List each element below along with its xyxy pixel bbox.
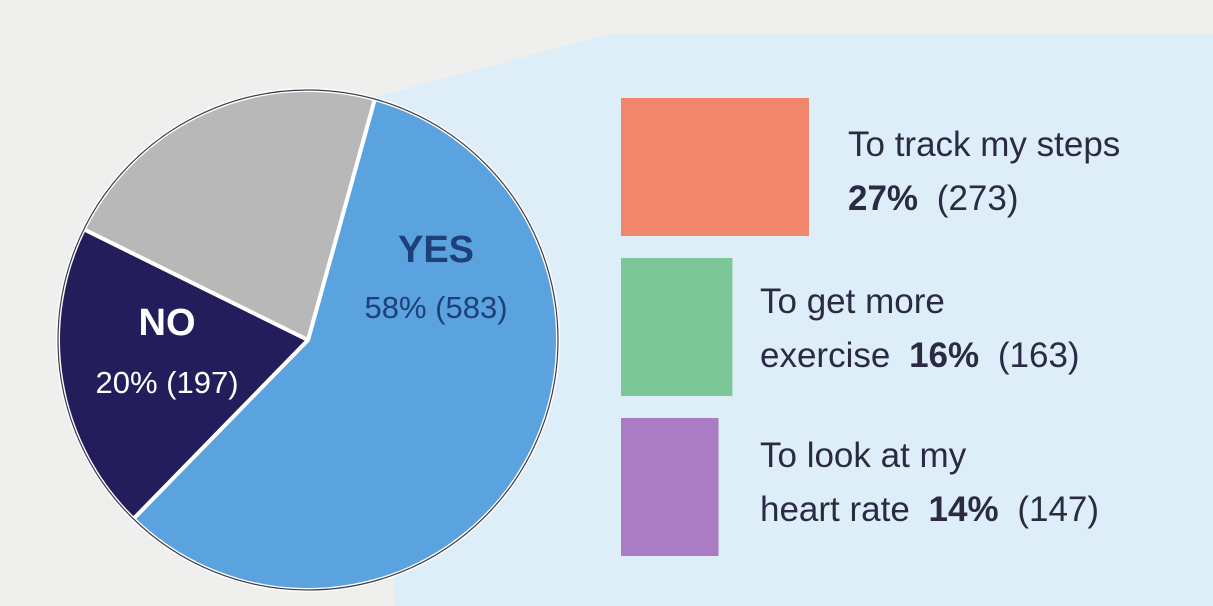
yes-label: YES bbox=[398, 229, 474, 271]
bar-label-heart-line1: To look at my bbox=[760, 436, 967, 475]
bar-label-steps: To track my steps 27% (273) bbox=[848, 125, 1130, 218]
bar-more-exercise bbox=[621, 258, 733, 396]
bar-heart-rate bbox=[621, 418, 719, 556]
bar-label-exercise: To get more exercise 16% (163) bbox=[760, 282, 1080, 375]
bar-track-steps bbox=[621, 98, 809, 236]
bar-label-exercise-pct: 16% bbox=[909, 336, 979, 375]
bar-label-heart: To look at my heart rate 14% (147) bbox=[760, 436, 1099, 529]
bar-label-heart-pct: 14% bbox=[929, 490, 999, 529]
yes-value: 58% (583) bbox=[364, 290, 507, 325]
bar-label-exercise-count: (163) bbox=[998, 336, 1080, 375]
bar-label-heart-count: (147) bbox=[1017, 490, 1099, 529]
bar-label-exercise-line2: exercise bbox=[760, 336, 890, 375]
bar-label-steps-pct: 27% bbox=[848, 179, 918, 218]
bar-chart bbox=[621, 98, 809, 556]
no-label: NO bbox=[139, 302, 196, 344]
bar-label-exercise-line1: To get more bbox=[760, 282, 945, 321]
no-value: 20% (197) bbox=[95, 365, 238, 400]
bar-label-heart-line2: heart rate bbox=[760, 490, 910, 529]
callout-panel bbox=[372, 33, 1213, 606]
bar-label-steps-line1: To track my steps bbox=[848, 125, 1120, 164]
pie-outline bbox=[57, 89, 559, 591]
pie-chart bbox=[56, 88, 560, 592]
bar-label-steps-count: (273) bbox=[937, 179, 1019, 218]
